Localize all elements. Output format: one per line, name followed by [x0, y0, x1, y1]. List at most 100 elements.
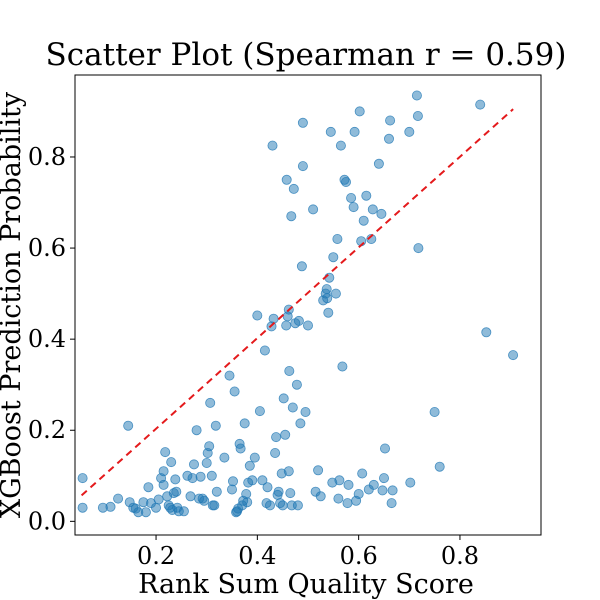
data-point [353, 488, 364, 499]
data-point [475, 99, 486, 110]
x-tick-label: 0.8 [441, 542, 479, 570]
data-point [277, 500, 288, 511]
y-tick-label: 0.4 [28, 325, 66, 353]
data-point [404, 126, 415, 137]
data-point [210, 420, 221, 431]
data-point [328, 252, 339, 263]
data-point [170, 474, 181, 485]
data-point [268, 313, 279, 324]
data-point [383, 133, 394, 144]
data-point [204, 441, 215, 452]
chart-title: Scatter Plot (Spearman r = 0.59) [46, 37, 567, 73]
plot-frame [74, 74, 542, 536]
data-point [315, 491, 326, 502]
data-point [378, 473, 389, 484]
data-point [379, 443, 390, 454]
data-point [264, 500, 275, 511]
data-point [242, 497, 253, 508]
y-tick-label: 0.0 [28, 507, 66, 535]
data-point [241, 488, 252, 499]
data-point [337, 361, 348, 372]
data-point [346, 192, 357, 203]
data-point [211, 486, 222, 497]
data-point [262, 482, 273, 493]
data-point [366, 233, 377, 244]
data-point [333, 493, 344, 504]
data-point [348, 202, 359, 213]
data-point [288, 183, 299, 194]
data-point [254, 406, 265, 417]
data-point [343, 479, 354, 490]
data-point [249, 452, 260, 463]
data-point [247, 475, 258, 486]
data-point [178, 506, 189, 517]
data-point [153, 494, 164, 505]
data-point [199, 495, 210, 506]
data-point [281, 320, 292, 331]
data-point [354, 106, 365, 117]
data-point [206, 470, 217, 481]
data-point [411, 90, 422, 101]
data-point [376, 208, 387, 219]
data-point [166, 457, 177, 468]
data-point [297, 117, 308, 128]
data-point [229, 386, 240, 397]
data-point [188, 459, 199, 470]
data-point [140, 507, 151, 518]
data-point [278, 393, 289, 404]
data-point [235, 443, 246, 454]
data-point [143, 482, 154, 493]
data-point [508, 350, 519, 361]
y-axis-label: XGBoost Prediction Probability [0, 91, 27, 518]
data-point [412, 111, 423, 122]
data-point [185, 491, 196, 502]
data-point [123, 420, 134, 431]
data-point [429, 406, 440, 417]
data-point [187, 473, 198, 484]
data-point [302, 320, 313, 331]
y-tick-label: 0.8 [28, 143, 66, 171]
data-point [322, 293, 333, 304]
data-point [292, 500, 303, 511]
data-point [385, 115, 396, 126]
y-axis-ticks: 0.0 0.2 0.4 0.6 0.8 [28, 143, 75, 535]
data-point [257, 475, 268, 486]
data-point [308, 204, 319, 215]
data-point [219, 452, 230, 463]
data-point [205, 397, 216, 408]
data-point [227, 476, 238, 487]
data-point [357, 468, 368, 479]
data-point [259, 345, 270, 356]
x-tick-label: 0.2 [137, 542, 175, 570]
data-point [150, 502, 161, 513]
x-tick-label: 0.4 [238, 542, 276, 570]
data-point [158, 466, 169, 477]
data-point [413, 243, 424, 254]
data-point [291, 379, 302, 390]
data-point [373, 158, 384, 169]
data-point [293, 315, 304, 326]
data-point [481, 327, 492, 338]
data-point [325, 126, 336, 137]
data-point [224, 370, 235, 381]
data-point [280, 429, 291, 440]
y-tick-label: 0.6 [28, 234, 66, 262]
data-point [239, 418, 250, 429]
data-point [244, 460, 255, 471]
data-point [285, 488, 296, 499]
data-point [367, 204, 378, 215]
data-point [77, 473, 88, 484]
data-point [330, 288, 341, 299]
points-layer [77, 90, 519, 518]
data-point [160, 447, 171, 458]
data-point [270, 447, 281, 458]
data-point [296, 261, 307, 272]
data-point [267, 140, 278, 151]
data-point [340, 176, 351, 187]
data-point [77, 502, 88, 513]
data-point [195, 471, 206, 482]
data-point [284, 365, 295, 376]
x-tick-label: 0.6 [340, 542, 378, 570]
data-point [361, 190, 372, 201]
data-point [226, 484, 237, 495]
